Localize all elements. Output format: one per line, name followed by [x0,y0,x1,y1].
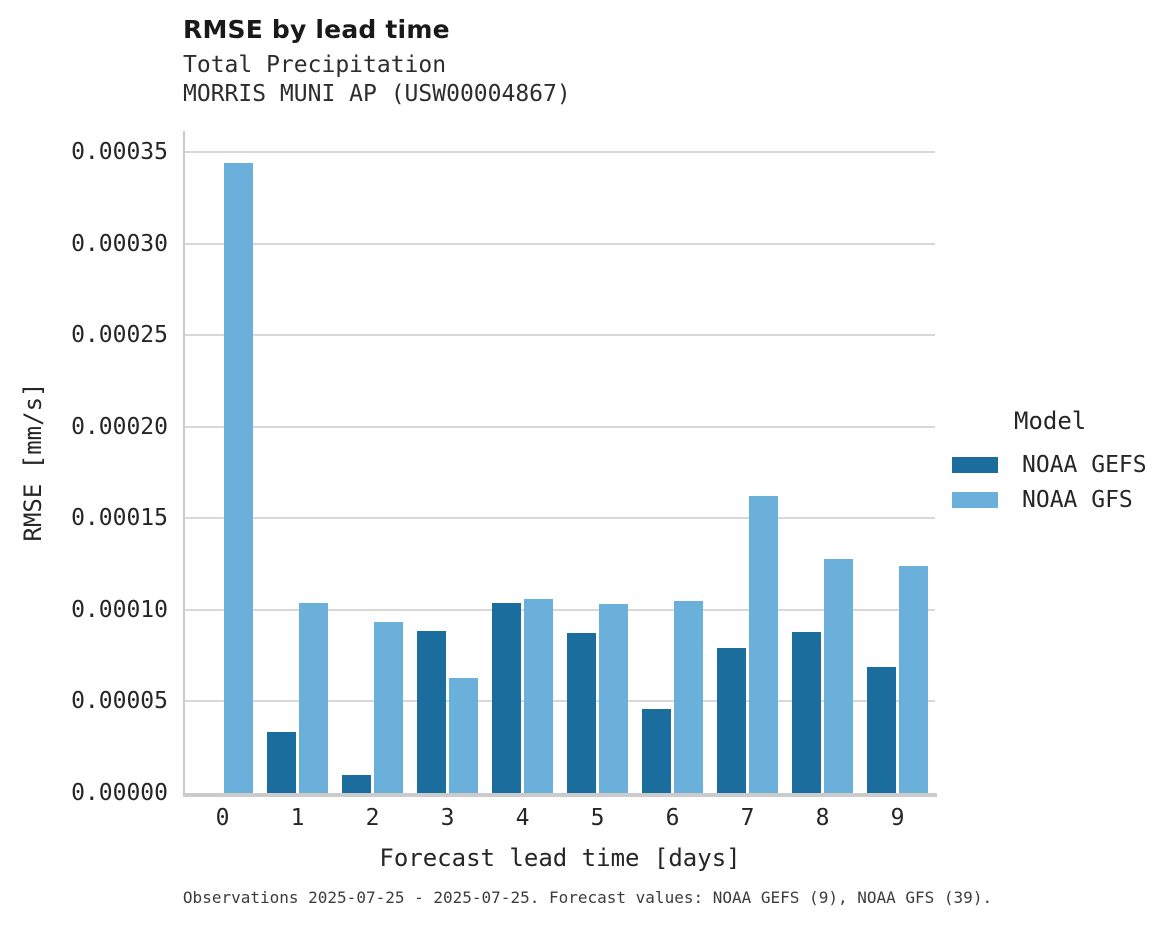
bar-group-day-9 [860,131,935,793]
x-tick-label: 5 [590,805,605,831]
bar-noaa-gfs-day-2 [374,622,403,793]
bar-group-day-8 [785,131,860,793]
bar-noaa-gefs-day-5 [567,633,596,793]
y-tick-label: 0.00020 [71,413,168,440]
legend-item-noaa-gefs: NOAA GEFS [952,447,1147,482]
bar-group-day-7 [710,131,785,793]
bars-layer [185,131,935,793]
legend-label-noaa-gefs: NOAA GEFS [1022,451,1147,478]
y-tick-label: 0.00000 [71,780,168,806]
bar-noaa-gfs-day-3 [449,678,478,793]
gridline [185,151,935,154]
x-axis-spine [183,793,937,797]
chart-subtitle: Total Precipitation MORRIS MUNI AP (USW0… [183,51,571,109]
x-tick-label: 7 [740,805,755,831]
bar-group-day-3 [410,131,485,793]
x-axis-title: Forecast lead time [days] [379,844,741,872]
bar-noaa-gefs-day-3 [417,631,446,793]
x-tick-label: 3 [440,805,455,831]
bar-noaa-gefs-day-2 [342,775,371,793]
chart-title: RMSE by lead time [183,15,450,44]
bar-noaa-gfs-day-7 [749,496,778,793]
bar-noaa-gefs-day-9 [867,667,896,793]
legend-title: Model [1014,407,1087,435]
title-block: RMSE by lead time Total Precipitation MO… [183,15,571,109]
gridline [185,700,935,703]
legend-swatch-noaa-gfs [952,491,998,508]
x-tick-label: 4 [515,805,530,831]
footer-note: Observations 2025-07-25 - 2025-07-25. Fo… [182,888,993,907]
y-axis-ticks: 0.00000 0.00005 0.00010 0.00015 0.00020 0.000… [0,131,168,806]
bar-group-day-5 [560,131,635,793]
y-tick-label: 0.00035 [71,139,168,166]
bar-group-day-6 [635,131,710,793]
bar-noaa-gefs-day-1 [267,732,296,793]
x-tick-label: 2 [365,805,380,831]
plot-area [183,131,937,797]
bar-noaa-gfs-day-8 [824,559,853,793]
legend-label-noaa-gfs: NOAA GFS [1022,486,1133,513]
y-tick-label: 0.00025 [71,322,168,349]
y-tick-label: 0.00010 [71,596,168,623]
bar-group-day-1 [260,131,335,793]
bar-noaa-gefs-day-8 [792,632,821,793]
bar-noaa-gfs-day-5 [599,604,628,793]
bar-noaa-gfs-day-6 [674,601,703,793]
bar-group-day-4 [485,131,560,793]
x-tick-label: 6 [665,805,680,831]
gridline [185,517,935,520]
chart-subtitle-variable: Total Precipitation [183,52,447,78]
gridline [185,608,935,611]
legend-item-noaa-gfs: NOAA GFS [952,482,1147,517]
bar-noaa-gfs-day-1 [299,603,328,793]
x-axis-ticks: 0 1 2 3 4 5 6 7 8 9 [185,805,935,837]
y-tick-label: 0.00005 [71,688,168,715]
gridline [185,425,935,428]
x-tick-label: 0 [215,805,230,831]
bar-noaa-gefs-day-7 [717,648,746,793]
x-tick-label: 9 [890,805,905,831]
y-axis-spine [183,131,185,793]
x-tick-label: 8 [815,805,830,831]
bar-noaa-gfs-day-0 [224,163,253,793]
x-tick-label: 1 [290,805,305,831]
bar-group-day-0 [185,131,260,793]
bar-noaa-gfs-day-9 [899,566,928,793]
chart-subtitle-station: MORRIS MUNI AP (USW00004867) [183,81,571,107]
bar-noaa-gefs-day-4 [492,603,521,793]
gridline [185,242,935,245]
y-tick-label: 0.00030 [71,230,168,257]
y-tick-label: 0.00015 [71,505,168,532]
legend-swatch-noaa-gefs [952,456,998,473]
gridline [185,334,935,337]
bar-noaa-gfs-day-4 [524,599,553,793]
legend: Model NOAA GEFS NOAA GFS [952,407,1147,517]
bar-noaa-gefs-day-6 [642,709,671,793]
bar-group-day-2 [335,131,410,793]
